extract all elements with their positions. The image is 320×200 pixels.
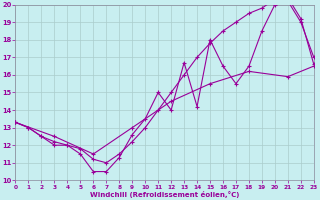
X-axis label: Windchill (Refroidissement éolien,°C): Windchill (Refroidissement éolien,°C) [90, 191, 239, 198]
